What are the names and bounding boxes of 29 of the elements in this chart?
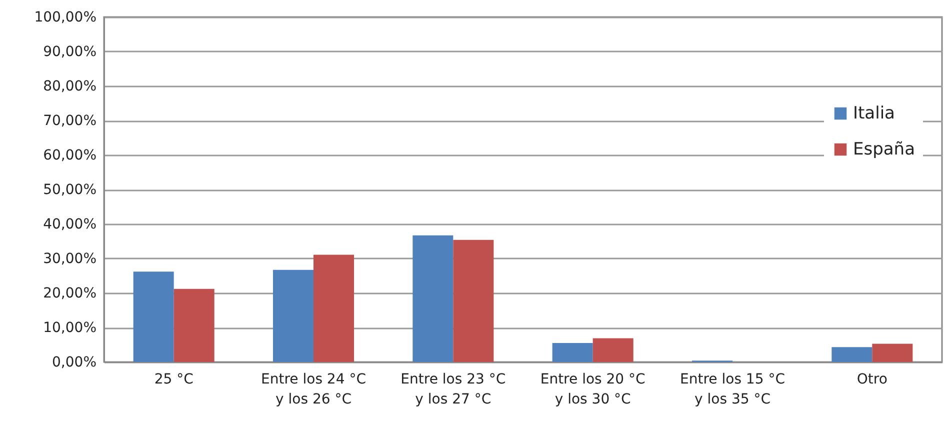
x-tick-label: Otro <box>856 372 888 388</box>
bar <box>552 343 593 362</box>
y-tick-label: 90,00% <box>43 44 96 60</box>
y-tick-label: 100,00% <box>34 10 96 26</box>
y-tick-label: 20,00% <box>43 286 96 302</box>
legend-label: España <box>853 140 915 160</box>
y-tick-label: 40,00% <box>43 216 96 232</box>
x-tick-label: 25 °C <box>154 372 194 388</box>
y-tick-label: 30,00% <box>43 251 96 267</box>
bar <box>272 270 314 362</box>
y-tick-label: 10,00% <box>43 320 96 336</box>
y-tick-label: 80,00% <box>43 78 96 94</box>
bar <box>412 235 454 362</box>
x-tick-label: Entre los 23 °C y los 27 °C <box>400 372 506 408</box>
bar <box>133 272 174 362</box>
x-tick-label: Entre los 20 °C y los 30 °C <box>540 372 646 408</box>
x-tick-label: Entre los 24 °C y los 26 °C <box>261 372 366 408</box>
y-tick-label: 70,00% <box>43 113 96 129</box>
y-tick-label: 50,00% <box>43 182 96 198</box>
bar <box>592 338 634 362</box>
bar <box>453 240 494 362</box>
bar <box>174 288 214 362</box>
bar <box>872 344 913 362</box>
x-tick-label: Entre los 15 °C y los 35 °C <box>680 372 786 408</box>
y-tick-label: 60,00% <box>43 148 96 164</box>
bar <box>832 347 872 362</box>
bar <box>314 254 354 362</box>
legend-label: Italia <box>853 104 895 124</box>
y-tick-label: 0,00% <box>52 354 96 370</box>
